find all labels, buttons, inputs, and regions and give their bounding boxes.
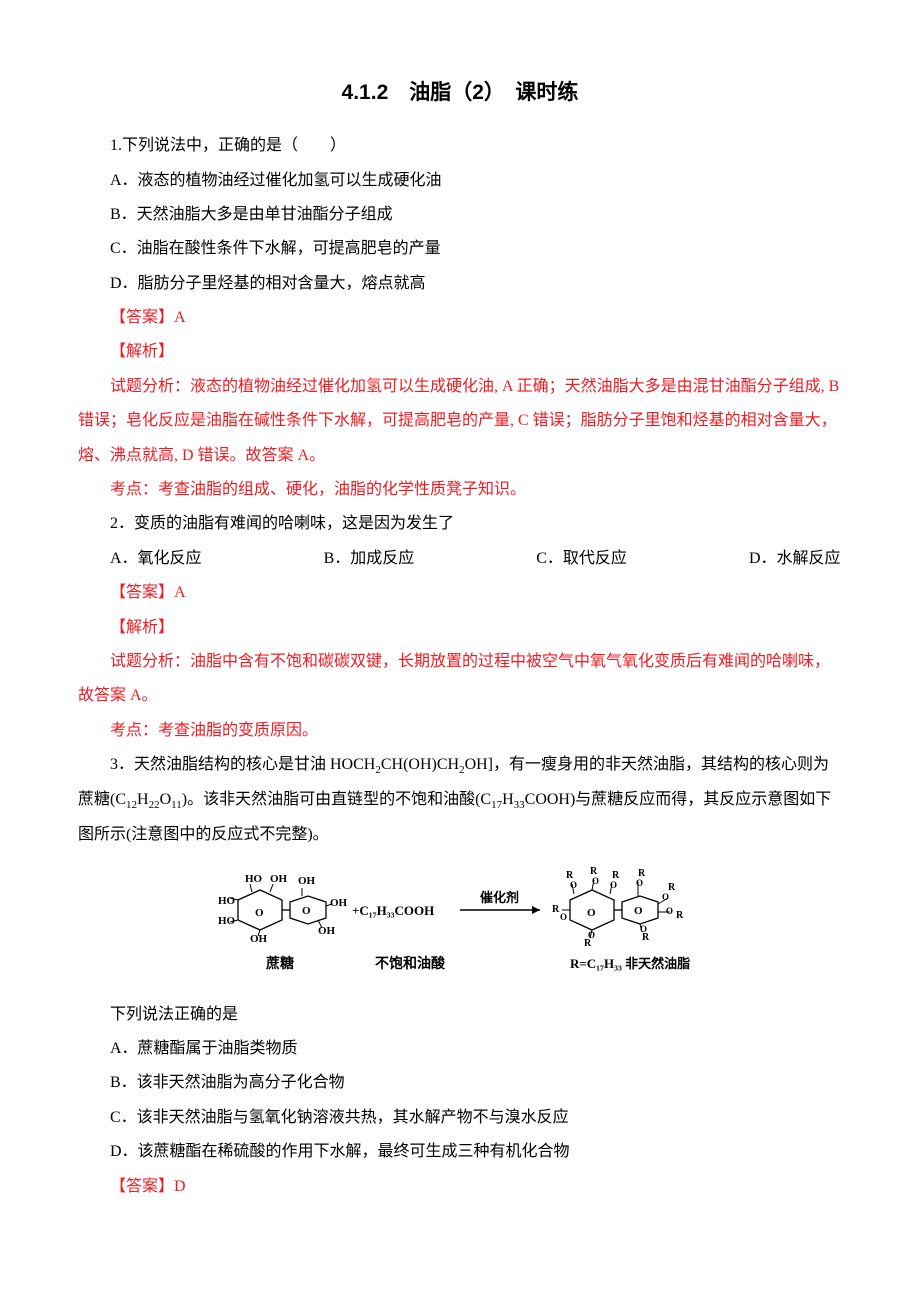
prod-r-9: R: [676, 910, 684, 921]
reactant-formula: +C₁₇H₃₃COOH: [352, 903, 434, 918]
q3-stem-g: H: [502, 791, 514, 808]
reaction-arrow: 催化剂: [460, 890, 540, 914]
q3-stem-d: H: [137, 791, 149, 808]
fig-label-acid: 不饱和油酸: [375, 955, 446, 972]
q2-options-row: A．氧化反应 B．加成反应 C．取代反应 D．水解反应: [78, 542, 842, 576]
q3-stem-e: O: [160, 791, 172, 808]
prod-o-1: O: [587, 907, 596, 919]
q2-jiexi-label: 【解析】: [78, 611, 842, 645]
prod-o-t9: O: [666, 906, 673, 916]
q1-option-a: A．液态的植物油经过催化加氢可以生成硬化油: [78, 164, 842, 198]
q2-option-c: C．取代反应: [504, 542, 627, 576]
q1-answer: 【答案】A: [78, 301, 842, 335]
q3-option-d: D．该蔗糖酯在稀硫酸的作用下水解，最终可生成三种有机化合物: [78, 1135, 842, 1169]
q3-option-b: B．该非天然油脂为高分子化合物: [78, 1066, 842, 1100]
atom-oh-5: OH: [330, 897, 348, 909]
q1-analysis: 试题分析：液态的植物油经过催化加氢可以生成硬化油, A 正确；天然油脂大多是由混…: [78, 370, 842, 473]
atom-oh-1: OH: [270, 873, 288, 885]
prod-o-t1: O: [570, 880, 577, 890]
arrow-label: 催化剂: [480, 890, 519, 905]
q2-answer: 【答案】A: [78, 576, 842, 610]
q3-stem-b: CH(OH)CH: [381, 756, 459, 773]
q1-stem: 1.下列说法中，正确的是（ ）: [78, 129, 842, 163]
reaction-scheme-svg: HO HO HO OH O O OH OH OH OH +C₁₇H₃₃C: [190, 860, 730, 980]
q1-option-b: B．天然油脂大多是由单甘油酯分子组成: [78, 198, 842, 232]
q3-stem: 3．天然油脂结构的核心是甘油 HOCH2CH(OH)CH2OH]，有一瘦身用的非…: [78, 748, 842, 852]
page-title: 4.1.2 油脂（2） 课时练: [78, 70, 842, 115]
q2-option-a: A．氧化反应: [78, 542, 202, 576]
q1-jiexi-label: 【解析】: [78, 335, 842, 369]
q2-kaodian: 考点：考查油脂的变质原因。: [78, 714, 842, 748]
q2-option-d: D．水解反应: [717, 542, 841, 576]
q2-analysis: 试题分析：油脂中含有不饱和碳碳双键，长期放置的过程中被空气中氧气氧化变质后有难闻…: [78, 645, 842, 714]
prod-o-2: O: [634, 905, 643, 917]
q2-stem: 2．变质的油脂有难闻的哈喇味，这是因为发生了: [78, 507, 842, 541]
sucrose-structure: HO HO HO OH O O OH OH OH OH: [218, 873, 348, 945]
atom-ho-3: HO: [245, 873, 263, 885]
prod-r-5: R: [668, 882, 676, 893]
q3-figure: HO HO HO OH O O OH OH OH OH +C₁₇H₃₃C: [78, 860, 842, 993]
q3-option-a: A．蔗糖酯属于油脂类物质: [78, 1032, 842, 1066]
q1-option-c: C．油脂在酸性条件下水解，可提高肥皂的产量: [78, 232, 842, 266]
q3-sub-7: 33: [514, 799, 525, 811]
product-structure: O O R R R R R R R R R O O O: [552, 866, 684, 949]
q2-option-b: B．加成反应: [292, 542, 415, 576]
q3-stem-f: )。该非天然油脂可由直链型的不饱和油酸(C: [182, 791, 491, 808]
atom-oh-4: OH: [318, 925, 336, 937]
q3-sub-4: 22: [149, 799, 160, 811]
atom-o-1: O: [255, 907, 264, 919]
prod-o-t6: O: [560, 912, 567, 922]
q3-option-c: C．该非天然油脂与氢氧化钠溶液共热，其水解产物不与溴水反应: [78, 1101, 842, 1135]
q3-sub-6: 17: [491, 799, 502, 811]
prod-o-t4: O: [636, 878, 643, 888]
page: 4.1.2 油脂（2） 课时练 1.下列说法中，正确的是（ ） A．液态的植物油…: [0, 0, 920, 1302]
q3-sub-3: 12: [126, 799, 137, 811]
fig-label-sucrose: 蔗糖: [265, 955, 294, 972]
q3-sub-5: 11: [171, 799, 182, 811]
atom-ho-1: HO: [218, 895, 236, 907]
q1-kaodian: 考点：考查油脂的组成、硬化，油脂的化学性质凳子知识。: [78, 473, 842, 507]
q3-stem-a: 3．天然油脂结构的核心是甘油 HOCH: [110, 756, 375, 773]
atom-o-2: O: [302, 905, 311, 917]
prod-r-6: R: [552, 904, 560, 915]
q3-followup: 下列说法正确的是: [78, 998, 842, 1032]
fig-label-product: R=C₁₇H₃₃ 非天然油脂: [570, 956, 690, 971]
q3-answer: 【答案】D: [78, 1170, 842, 1204]
q1-option-d: D．脂肪分子里烃基的相对含量大，熔点就高: [78, 267, 842, 301]
atom-oh-2: OH: [298, 875, 316, 887]
